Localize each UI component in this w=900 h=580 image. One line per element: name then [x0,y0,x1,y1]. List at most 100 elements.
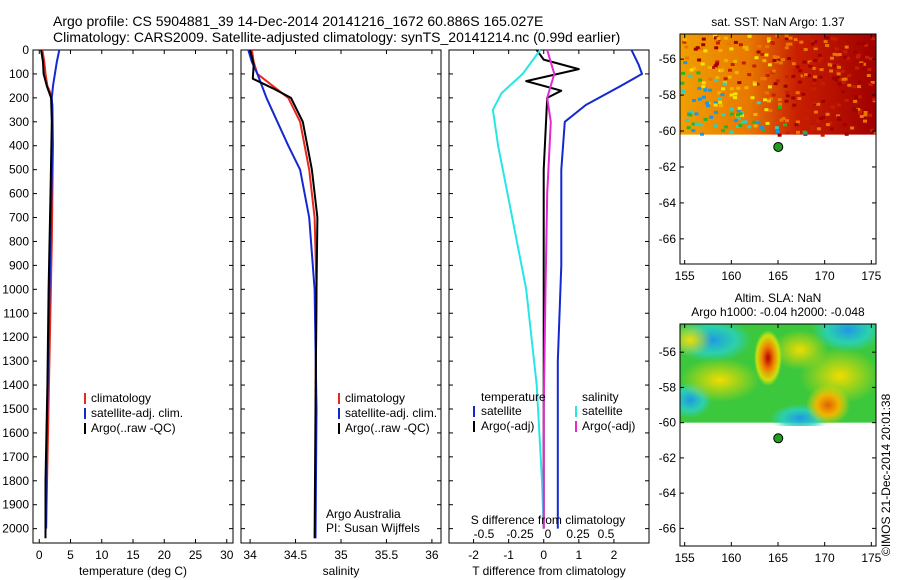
sst-cell [868,46,873,50]
map-sst-map: sat. SST: NaN Argo: 1.37 155 160 165 170 175 -… [659,15,882,283]
sst-cell [787,57,791,61]
sst-cell [788,42,793,46]
sst-cell [866,74,871,77]
sst-cell [819,68,824,72]
sst-cell [791,62,796,66]
sst-cell [737,106,742,110]
sst-cell [832,64,837,68]
sst-cell [708,88,712,92]
sst-cell [784,34,789,38]
sst-cell [813,47,818,51]
sst-cell [750,96,755,100]
sst-cell [860,112,865,116]
y-tick-label: -60 [659,124,677,138]
sst-cell [809,61,814,65]
sst-cell [778,102,782,106]
sst-cell [700,132,704,136]
sst-cell [784,46,789,50]
sst-cell [735,113,740,117]
sst-cell [681,90,686,93]
sst-cell [706,104,711,108]
sst-cell [733,59,738,63]
sst-cell [870,128,874,132]
sst-cell [716,37,721,41]
sst-cell [818,117,823,121]
sst-cell [781,117,786,121]
sst-cell [857,80,862,84]
sst-cell [872,71,876,75]
sst-cell [775,58,780,62]
x-tick-label: 170 [815,269,835,283]
x-tick-label: 35 [334,548,348,562]
sst-cell [729,107,734,111]
legend-swatch [84,423,86,434]
sst-cell [726,42,731,46]
sst-cell [825,112,830,116]
sst-cell [700,62,705,66]
sst-cell [736,109,741,112]
sst-cell [747,125,752,129]
sst-cell [785,90,790,94]
legend-label: climatology [345,391,405,405]
sst-cell [719,104,723,108]
float-position-marker [773,141,784,152]
sst-cell [778,61,783,65]
sst-cell [825,123,830,127]
sst-cell [838,78,843,81]
sst-cell [752,64,757,68]
x-tick-label: 2 [611,548,618,562]
annotation-text: PI: Susan Wijffels [326,521,420,535]
series-line-black [40,49,53,539]
sst-cell [798,80,802,84]
sla-blob [772,330,828,370]
sst-cell [823,40,828,44]
sst-cell [733,92,738,96]
sst-cell [871,113,876,117]
sst-cell [764,91,769,95]
sst-cell [713,124,718,128]
sst-cell [749,71,754,75]
sst-cell [796,76,801,79]
sla-blob [754,330,782,386]
sst-cell [775,130,780,133]
y-tick-label: 600 [9,187,29,201]
x-tick-label: 155 [675,551,695,565]
sst-cell [798,69,803,73]
y-tick-label: -58 [659,380,677,394]
sst-cell [833,37,838,41]
legend-label: Argo(..raw -QC) [91,421,176,435]
x-tick-label: 36 [425,548,439,562]
sst-cell [762,59,767,63]
sst-cell [809,126,814,130]
x-tick-label: 20 [158,548,172,562]
y-tick-label: 1100 [3,306,29,320]
y-tick-label: -64 [659,196,677,210]
sst-cell [757,44,762,48]
sst-cell [837,82,842,86]
sst-cell [760,126,765,129]
sla-blob [680,358,760,402]
sst-cell [738,112,743,116]
x-tick-label: 15 [126,548,140,562]
sst-cell [801,92,806,96]
sst-cell [813,59,818,62]
y-tick-label: 500 [9,163,29,177]
sst-cell [800,74,805,78]
sst-cell [729,47,734,51]
sst-cell [720,68,724,72]
sst-cell [868,83,873,86]
x-tick-label: -1 [503,548,514,562]
sst-cell [736,116,741,120]
y-tick-label: 300 [9,115,29,129]
sst-cell [870,130,875,134]
sst-cell [815,119,820,123]
sst-cell [767,63,772,67]
sst-cell [785,119,789,123]
y-tick-label: 200 [9,91,29,105]
sst-cell [818,75,823,79]
sst-cell [857,111,862,115]
sst-cell [818,56,823,60]
sst-cell [796,115,801,118]
sst-cell [684,45,689,49]
sst-base [680,34,876,135]
